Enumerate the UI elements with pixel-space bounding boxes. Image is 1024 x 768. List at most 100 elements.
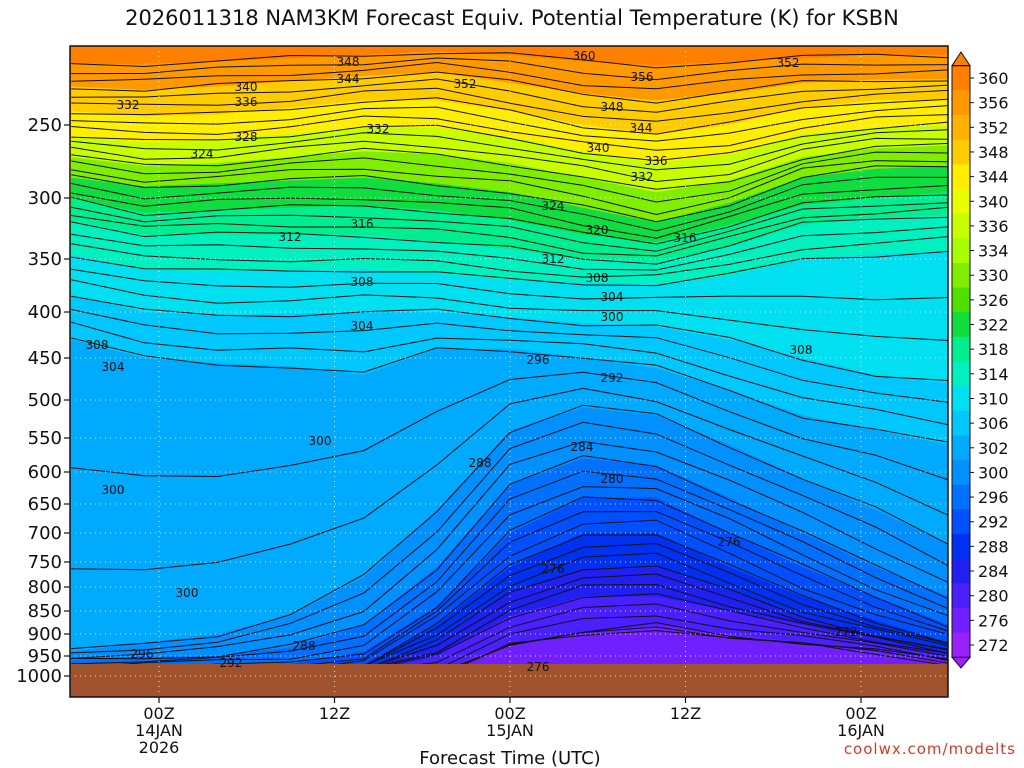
- colorbar-label: 310: [978, 389, 1009, 408]
- contour-label: 340: [235, 80, 258, 94]
- contour-line: [71, 160, 948, 216]
- contour-label: 296: [527, 353, 550, 367]
- contour-label: 292: [220, 656, 243, 670]
- contour-label: 276: [527, 660, 550, 674]
- colorbar-swatch: [952, 65, 970, 91]
- contour-line: [71, 97, 948, 135]
- contour-label: 344: [337, 72, 360, 86]
- colorbar-label: 302: [978, 439, 1009, 458]
- contour-line: [71, 309, 948, 403]
- ground-band: [70, 664, 948, 697]
- colorbar-label: 318: [978, 340, 1009, 359]
- colorbar-swatch: [952, 262, 970, 289]
- contour-label: 304: [601, 290, 624, 304]
- y-tick-label: 1000: [16, 666, 62, 687]
- y-tick-label: 650: [28, 494, 62, 515]
- x-tick-label: 00Z: [494, 704, 525, 723]
- contour-label: 304: [351, 319, 374, 333]
- x-tick-label: 14JAN: [135, 721, 183, 740]
- contour-line: [71, 268, 948, 301]
- x-tick-label: 16JAN: [837, 721, 885, 740]
- colorbar-label: 306: [978, 414, 1009, 433]
- contour-line: [71, 206, 948, 257]
- plot-area: [70, 46, 948, 697]
- contour-line: [71, 61, 948, 90]
- y-tick-label: 750: [28, 552, 62, 573]
- colorbar-swatch: [952, 583, 970, 609]
- contour-label: 336: [645, 154, 668, 168]
- y-tick-label: 400: [28, 302, 62, 323]
- colorbar-swatch: [952, 361, 970, 387]
- colorbar-swatch: [952, 460, 970, 486]
- colorbar-swatch: [952, 558, 970, 584]
- colorbar-label: 348: [978, 143, 1009, 162]
- colorbar-swatch: [952, 435, 970, 461]
- colorbar-label: 272: [978, 636, 1009, 655]
- colorbar-label: 284: [978, 562, 1009, 581]
- contour-label: 280: [601, 472, 624, 486]
- contour-line: [71, 250, 948, 287]
- contour-label: 308: [586, 271, 609, 285]
- colorbar-label: 326: [978, 291, 1009, 310]
- contour-line: [71, 295, 948, 381]
- colorbar-arrow-bottom: [950, 656, 972, 669]
- contour-line: [71, 440, 948, 659]
- contour-label: 320: [586, 223, 609, 237]
- contour-label: 272: [835, 625, 858, 639]
- contour-label: 300: [102, 483, 125, 497]
- contour-label: 316: [351, 217, 374, 231]
- colorbar-swatch: [952, 410, 970, 436]
- x-tick-label: 15JAN: [486, 721, 534, 740]
- colorbar-label: 356: [978, 94, 1009, 113]
- y-tick-label: 250: [28, 115, 62, 136]
- contour-line: [71, 321, 948, 426]
- contour-line: [71, 387, 948, 571]
- colorbar-swatch: [952, 608, 970, 634]
- colorbar-label: 280: [978, 587, 1009, 606]
- contour-line: [71, 71, 948, 104]
- contour-label: 344: [630, 121, 653, 135]
- contour-label: 300: [176, 586, 199, 600]
- contour-label: 288: [469, 456, 492, 470]
- y-tick-label: 550: [28, 428, 62, 449]
- colorbar-swatch: [952, 509, 970, 535]
- y-tick-label: 350: [28, 249, 62, 270]
- contour-line: [71, 165, 948, 223]
- colorbar-label: 352: [978, 118, 1009, 137]
- contour-label: 332: [117, 98, 140, 112]
- contour-label: 300: [309, 434, 332, 448]
- contour-line: [71, 404, 948, 650]
- colorbar-label: 300: [978, 463, 1009, 482]
- x-tick-label: 00Z: [143, 704, 174, 723]
- y-tick-label: 950: [28, 646, 62, 667]
- colorbar-label: 322: [978, 316, 1009, 335]
- y-tick-label: 450: [28, 348, 62, 369]
- contour-line: [71, 137, 948, 183]
- colorbar-label: 344: [978, 168, 1009, 187]
- contour-label: 284: [571, 440, 594, 454]
- y-tick-label: 500: [28, 390, 62, 411]
- colorbar-swatch: [952, 114, 970, 141]
- colorbar-label: 314: [978, 365, 1009, 384]
- contour-label: 336: [235, 95, 258, 109]
- x-axis-label: Forecast Time (UTC): [419, 748, 600, 768]
- colorbar-label: 296: [978, 488, 1009, 507]
- colorbar-label: 292: [978, 513, 1009, 532]
- colorbar-label: 360: [978, 69, 1009, 88]
- x-tick-label: 12Z: [670, 704, 701, 723]
- x-tick-label: 00Z: [845, 704, 876, 723]
- colorbar-label: 334: [978, 242, 1009, 261]
- contour-line: [71, 194, 948, 245]
- grid-lines: [70, 46, 948, 697]
- contour-label: 332: [367, 122, 390, 136]
- contour-line: [71, 52, 948, 69]
- y-tick-label: 300: [28, 188, 62, 209]
- contour-label: 328: [235, 130, 258, 144]
- colorbar: 360 356 352 348 344 340 336 334 330 326 322 318 314 3…: [950, 51, 1009, 669]
- contour-line: [71, 129, 948, 171]
- contour-label: 348: [601, 100, 624, 114]
- contour-label: 308: [86, 338, 109, 352]
- colorbar-arrow-top: [951, 51, 971, 67]
- y-tick-label: 850: [28, 601, 62, 622]
- contour-line: [71, 470, 948, 665]
